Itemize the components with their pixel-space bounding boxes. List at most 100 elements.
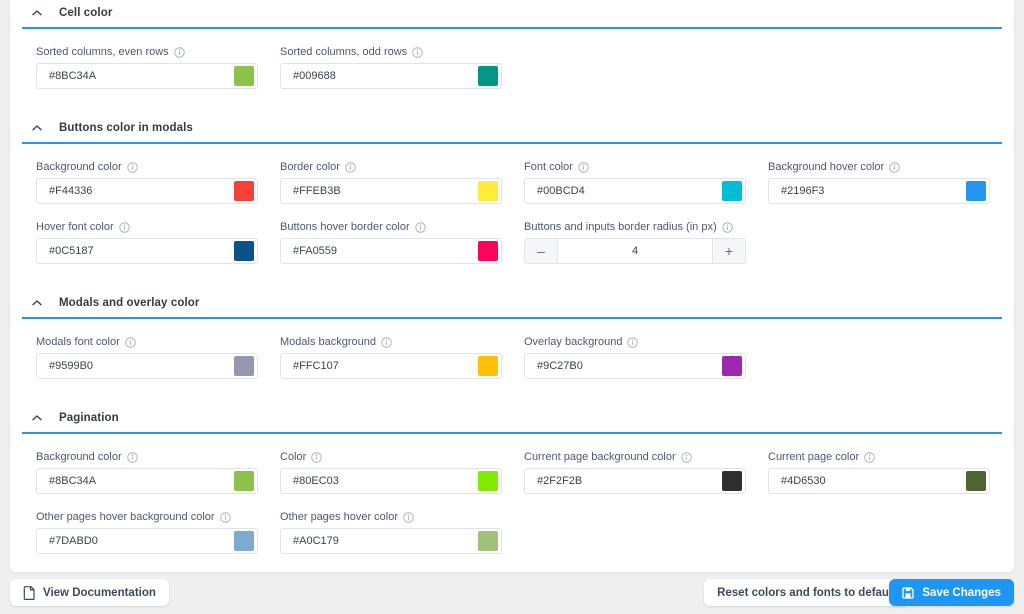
- color-hex-value: #2F2F2B: [537, 475, 583, 487]
- color-swatch[interactable]: [478, 66, 498, 86]
- color-hex-input[interactable]: #FFEB3B: [280, 178, 502, 204]
- stepper-increment-button[interactable]: +: [713, 238, 746, 264]
- fields-grid: Sorted columns, even rows #8BC34A Sorted c…: [36, 46, 992, 89]
- color-hex-input[interactable]: #9C27B0: [524, 353, 746, 379]
- info-icon[interactable]: [680, 451, 692, 463]
- info-icon[interactable]: [412, 46, 423, 58]
- color-hex-input[interactable]: #FA0559: [280, 238, 502, 264]
- chevron-up-icon[interactable]: [32, 123, 42, 133]
- field-label-text: Other pages hover background color: [36, 511, 215, 523]
- color-swatch[interactable]: [234, 531, 254, 551]
- save-changes-label: Save Changes: [922, 586, 1001, 599]
- color-hex-input[interactable]: #009688: [280, 63, 502, 89]
- info-icon[interactable]: [403, 511, 414, 523]
- info-icon[interactable]: [311, 451, 323, 463]
- color-hex-value: #8BC34A: [49, 70, 97, 82]
- field-modals-background: Modals background #FFC107: [280, 336, 502, 379]
- color-hex-input[interactable]: #7DABD0: [36, 528, 258, 554]
- info-icon[interactable]: [627, 336, 639, 348]
- color-hex-input[interactable]: #F44336: [36, 178, 258, 204]
- section-header-cell-color[interactable]: Cell color: [22, 7, 1002, 29]
- field-label-text: Modals background: [280, 336, 377, 348]
- stepper-decrement-button[interactable]: –: [524, 238, 557, 264]
- color-hex-value: #9599B0: [49, 360, 94, 372]
- color-swatch[interactable]: [234, 241, 254, 261]
- color-hex-input[interactable]: #8BC34A: [36, 468, 258, 494]
- reset-defaults-button[interactable]: Reset colors and fonts to default: [704, 579, 909, 606]
- color-hex-input[interactable]: #2F2F2B: [524, 468, 746, 494]
- section-pagination: Pagination Background color #8BC34A Color #8…: [10, 412, 1014, 554]
- field-label-text: Background hover color: [768, 161, 885, 173]
- field-label-text: Overlay background: [524, 336, 623, 348]
- chevron-up-icon[interactable]: [32, 8, 42, 18]
- color-swatch[interactable]: [478, 241, 498, 261]
- section-header-pagination[interactable]: Pagination: [22, 412, 1002, 434]
- color-hex-input[interactable]: #A0C179: [280, 528, 502, 554]
- info-icon[interactable]: [126, 161, 138, 173]
- info-icon[interactable]: [118, 221, 130, 233]
- color-swatch[interactable]: [966, 181, 986, 201]
- section-header-buttons-color-in-modals[interactable]: Buttons color in modals: [22, 122, 1002, 144]
- color-hex-value: #8BC34A: [49, 475, 97, 487]
- info-icon[interactable]: [864, 451, 875, 463]
- color-swatch[interactable]: [234, 181, 254, 201]
- color-swatch[interactable]: [234, 471, 254, 491]
- info-icon[interactable]: [578, 161, 589, 173]
- color-swatch[interactable]: [966, 471, 986, 491]
- field-sorted-columns-odd-rows: Sorted columns, odd rows #009688: [280, 46, 502, 89]
- color-hex-value: #7DABD0: [49, 535, 98, 547]
- field-label: Border color: [280, 161, 502, 173]
- info-icon[interactable]: [381, 336, 392, 348]
- field-label: Sorted columns, odd rows: [280, 46, 502, 58]
- info-icon[interactable]: [889, 161, 900, 173]
- color-swatch[interactable]: [478, 531, 498, 551]
- view-documentation-button[interactable]: View Documentation: [10, 579, 169, 606]
- color-hex-input[interactable]: #FFC107: [280, 353, 502, 379]
- color-hex-input[interactable]: #4D6530: [768, 468, 990, 494]
- field-label-text: Border color: [280, 161, 340, 173]
- color-hex-input[interactable]: #2196F3: [768, 178, 990, 204]
- field-label-text: Font color: [524, 161, 573, 173]
- section-title: Cell color: [59, 7, 113, 19]
- color-hex-input[interactable]: #0C5187: [36, 238, 258, 264]
- color-swatch[interactable]: [234, 356, 254, 376]
- color-swatch[interactable]: [722, 356, 742, 376]
- save-changes-button[interactable]: Save Changes: [889, 579, 1014, 606]
- stepper-value-input[interactable]: 4: [557, 238, 713, 264]
- field-current-page-background-color: Current page background color #2F2F2B: [524, 451, 746, 494]
- field-label-text: Hover font color: [36, 221, 114, 233]
- field-label-text: Current page background color: [524, 451, 676, 463]
- field-label: Background hover color: [768, 161, 990, 173]
- color-hex-input[interactable]: #9599B0: [36, 353, 258, 379]
- field-label-text: Modals font color: [36, 336, 120, 348]
- color-swatch[interactable]: [478, 181, 498, 201]
- color-hex-input[interactable]: #80EC03: [280, 468, 502, 494]
- field-border-color: Border color #FFEB3B: [280, 161, 502, 204]
- field-label: Current page color: [768, 451, 990, 463]
- chevron-up-icon[interactable]: [32, 413, 42, 423]
- field-label-text: Current page color: [768, 451, 860, 463]
- color-hex-value: #2196F3: [781, 185, 825, 197]
- section-header-modals-and-overlay-color[interactable]: Modals and overlay color: [22, 297, 1002, 319]
- info-icon[interactable]: [125, 336, 136, 348]
- info-icon[interactable]: [414, 221, 426, 233]
- chevron-up-icon[interactable]: [32, 298, 42, 308]
- color-swatch[interactable]: [722, 181, 742, 201]
- field-label: Other pages hover color: [280, 511, 502, 523]
- field-sorted-columns-even-rows: Sorted columns, even rows #8BC34A: [36, 46, 258, 89]
- color-hex-value: #00BCD4: [537, 185, 585, 197]
- field-label-text: Background color: [36, 451, 122, 463]
- color-hex-input[interactable]: #8BC34A: [36, 63, 258, 89]
- color-swatch[interactable]: [478, 356, 498, 376]
- color-hex-value: #0C5187: [49, 245, 94, 257]
- color-hex-input[interactable]: #00BCD4: [524, 178, 746, 204]
- info-icon[interactable]: [345, 161, 356, 173]
- info-icon[interactable]: [173, 46, 185, 58]
- color-swatch[interactable]: [722, 471, 742, 491]
- info-icon[interactable]: [219, 511, 231, 523]
- color-swatch[interactable]: [478, 471, 498, 491]
- color-swatch[interactable]: [234, 66, 254, 86]
- info-icon[interactable]: [721, 221, 733, 233]
- section-buttons-color-in-modals: Buttons color in modals Background color #…: [10, 122, 1014, 264]
- info-icon[interactable]: [126, 451, 138, 463]
